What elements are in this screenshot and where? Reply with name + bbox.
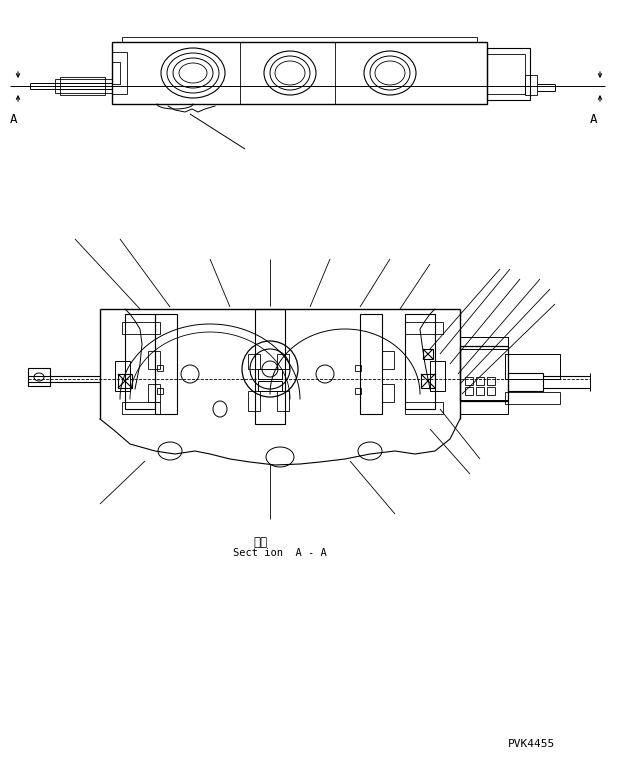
Bar (405, 402, 443, 414)
Bar (465, 377, 473, 385)
Bar (487, 54, 525, 94)
Bar (423, 349, 433, 359)
Bar (28, 368, 50, 386)
Bar (248, 354, 260, 369)
Text: Sect ion  A - A: Sect ion A - A (233, 548, 326, 558)
Bar (148, 384, 160, 402)
Bar (476, 377, 484, 385)
Bar (258, 369, 282, 379)
Bar (115, 361, 130, 391)
Bar (487, 377, 495, 385)
Bar (55, 79, 112, 93)
Bar (487, 387, 495, 395)
Bar (112, 52, 127, 94)
Bar (277, 354, 289, 369)
Bar (125, 314, 155, 409)
Bar (122, 402, 160, 414)
Bar (360, 314, 382, 414)
Bar (460, 337, 508, 349)
Bar (148, 351, 160, 369)
Bar (112, 42, 487, 104)
Bar (355, 365, 361, 371)
Bar (505, 392, 560, 404)
Bar (382, 384, 394, 402)
Bar (487, 48, 530, 100)
Text: 断面: 断面 (253, 536, 267, 549)
Bar (355, 388, 361, 394)
Bar (248, 391, 260, 411)
Bar (525, 75, 537, 95)
Bar (405, 322, 443, 334)
Bar (60, 77, 105, 95)
Text: PVK4455: PVK4455 (508, 739, 555, 749)
Bar (122, 322, 160, 334)
Text: A: A (590, 113, 597, 126)
Bar (112, 62, 120, 84)
Bar (258, 381, 282, 391)
Bar (421, 374, 435, 388)
Bar (430, 361, 445, 391)
Bar (255, 309, 285, 424)
Bar (505, 354, 560, 379)
Bar (465, 387, 473, 395)
Bar (382, 351, 394, 369)
Bar (157, 388, 163, 394)
Bar (476, 387, 484, 395)
Bar (460, 400, 508, 414)
Bar (122, 37, 477, 42)
Bar (155, 314, 177, 414)
Bar (118, 374, 132, 388)
Text: A: A (10, 113, 17, 126)
Bar (157, 365, 163, 371)
Bar (460, 346, 508, 401)
Bar (508, 373, 543, 391)
Bar (405, 314, 435, 409)
Bar (277, 391, 289, 411)
